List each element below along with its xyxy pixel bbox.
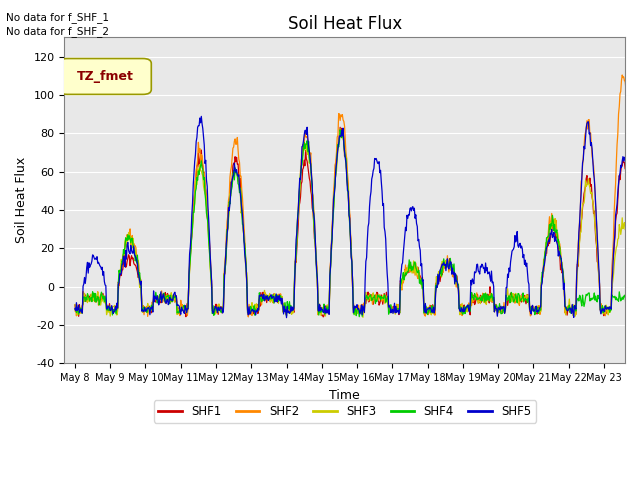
Text: No data for f_SHF_1: No data for f_SHF_1	[6, 12, 109, 23]
Text: No data for f_SHF_2: No data for f_SHF_2	[6, 26, 109, 37]
Y-axis label: Soil Heat Flux: Soil Heat Flux	[15, 157, 28, 243]
FancyBboxPatch shape	[59, 59, 151, 95]
X-axis label: Time: Time	[330, 389, 360, 402]
Text: TZ_fmet: TZ_fmet	[77, 70, 134, 83]
Legend: SHF1, SHF2, SHF3, SHF4, SHF5: SHF1, SHF2, SHF3, SHF4, SHF5	[154, 400, 536, 423]
Title: Soil Heat Flux: Soil Heat Flux	[287, 15, 402, 33]
